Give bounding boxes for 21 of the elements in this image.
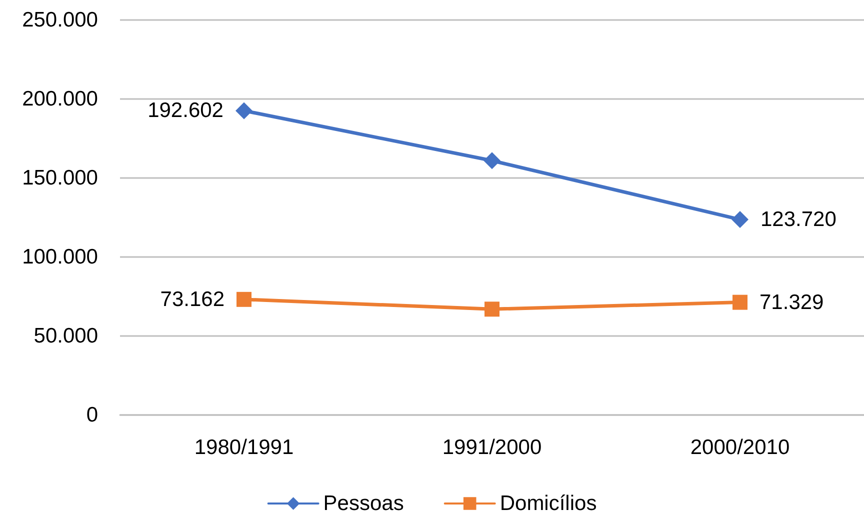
data-label: 192.602 xyxy=(148,99,224,122)
y-tick-label: 250.000 xyxy=(22,8,98,32)
point xyxy=(236,292,252,307)
y-tick-label: 50.000 xyxy=(34,324,98,348)
data-label: 71.329 xyxy=(760,290,824,314)
y-tick-label: 0 xyxy=(86,404,98,426)
legend-label: Domicílios xyxy=(500,492,597,515)
point xyxy=(732,211,748,228)
legend-label: Pessoas xyxy=(323,492,404,515)
y-tick-label: 150.000 xyxy=(22,166,98,190)
x-tick-label: 2000/2010 xyxy=(690,436,790,459)
x-tick-label: 1980/1991 xyxy=(194,436,294,459)
data-label: 73.162 xyxy=(160,288,224,311)
y-tick-label: 200.000 xyxy=(22,88,98,110)
point xyxy=(484,152,500,170)
point xyxy=(236,102,252,120)
point xyxy=(732,294,748,310)
x-tick-label: 1991/2000 xyxy=(442,436,542,459)
y-tick-label: 100.000 xyxy=(22,246,98,268)
data-label: 123.720 xyxy=(760,208,836,232)
point xyxy=(484,302,500,317)
